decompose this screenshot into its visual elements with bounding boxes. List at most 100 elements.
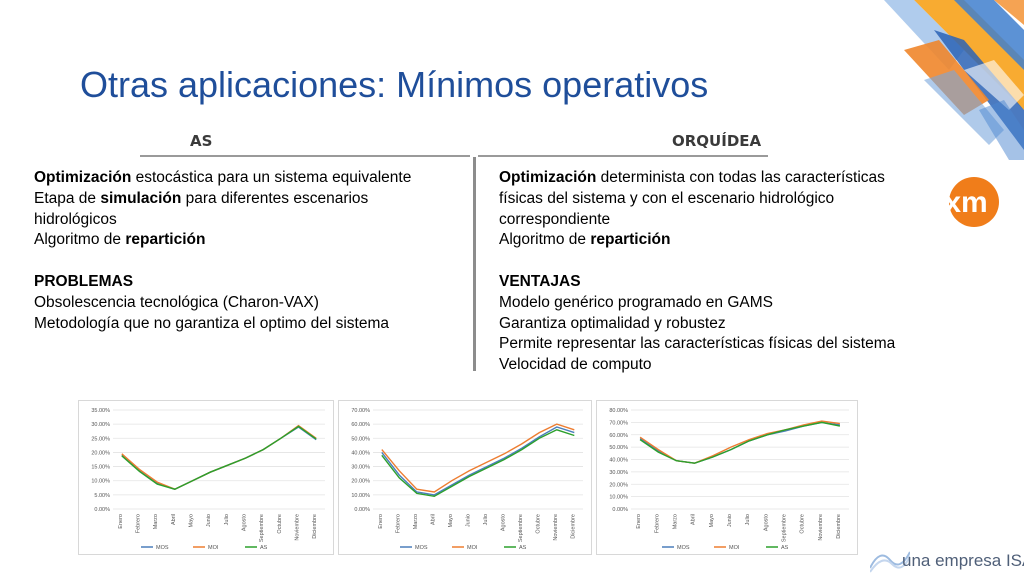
x-tick-label: Julio [745,514,751,525]
x-tick-label: Abril [691,514,697,525]
xm-logo: xm [944,177,999,227]
legend-label-mos: MOS [415,545,428,551]
x-tick-label: Febrero [395,514,401,533]
x-tick-label: Diciembre [312,514,318,539]
y-tick-label: 40.00% [609,458,628,464]
legend-label-moi: MOI [729,545,740,551]
y-tick-label: 25.00% [91,436,110,442]
list-item: Permite representar las características … [499,335,896,353]
series-line-mos [381,426,575,496]
x-tick-label: Junio [465,514,471,527]
list-item: Garantiza optimalidad y robustez [499,314,726,332]
series-line-as [121,425,317,490]
y-tick-label: 15.00% [91,465,110,471]
list-item: Modelo genérico programado en GAMS [499,293,773,311]
x-tick-label: Enero [118,514,124,529]
x-tick-label: Julio [483,514,489,525]
y-tick-label: 0.00% [354,507,370,513]
series-line-as [639,421,841,464]
x-tick-label: Diciembre [836,514,842,539]
section-title-ventajas: VENTAJAS [499,272,581,290]
y-tick-label: 30.00% [609,470,628,476]
column-divider [473,157,476,371]
y-tick-label: 0.00% [94,507,110,513]
text-line: hidrológicos [34,210,117,228]
decorative-corner-shapes [884,0,1024,160]
x-tick-label: Septiembre [259,514,265,542]
x-tick-label: Agosto [763,514,769,531]
legend-label-moi: MOI [208,545,219,551]
y-tick-label: 40.00% [351,450,370,456]
y-tick-label: 20.00% [609,482,628,488]
x-tick-label: Mayo [448,514,454,527]
text-line: Etapa de simulación para diferentes esce… [34,189,369,207]
x-tick-label: Enero [636,514,642,529]
text-line: Optimización determinista con todas las … [499,169,885,186]
y-tick-label: 70.00% [609,420,628,426]
footer-wave-graphic [870,551,910,573]
x-tick-label: Febrero [654,514,660,533]
y-tick-label: 60.00% [609,433,628,439]
chart-3: 0.00% 10.00% 20.00% 30.00% 40.00% 50.00% 60.00… [596,400,858,555]
y-tick-label: 10.00% [91,479,110,485]
x-tick-label: Junio [727,514,733,527]
x-tick-label: Abril [430,514,436,525]
text-line: Optimización estocástica para un sistema… [34,169,412,186]
svg-text:xm: xm [944,186,987,219]
column-header-orquidea: ORQUÍDEA [672,132,762,150]
y-tick-label: 20.00% [351,479,370,485]
x-tick-label: Noviembre [818,514,824,541]
x-tick-label: Julio [224,514,230,525]
text-line: Algoritmo de repartición [34,231,206,249]
x-tick-label: Noviembre [295,514,301,541]
legend-label-mos: MOS [156,545,169,551]
x-tick-label: Agosto [500,514,506,531]
chart-3-svg: 0.00% 10.00% 20.00% 30.00% 40.00% 50.00% 60.00… [609,408,849,551]
x-tick-label: Marzo [672,514,678,529]
x-tick-label: Abril [171,514,177,525]
list-item: Metodología que no garantiza el optimo d… [34,314,389,332]
x-tick-label: Marzo [153,514,159,529]
series-line-moi [639,420,840,464]
chart-2: 0.00% 10.00% 20.00% 30.00% 40.00% 50.00% 60.00… [338,400,592,555]
x-tick-label: Junio [206,514,212,527]
y-tick-label: 10.00% [351,493,370,499]
chart-2-svg: 0.00% 10.00% 20.00% 30.00% 40.00% 50.00% 60.00… [351,408,583,551]
y-tick-label: 5.00% [94,493,110,499]
y-tick-label: 0.00% [612,507,628,513]
y-tick-label: 35.00% [91,408,110,414]
x-tick-label: Agosto [242,514,248,531]
y-tick-label: 50.00% [609,445,628,451]
y-tick-label: 30.00% [91,422,110,428]
x-tick-label: Octubre [535,514,541,534]
x-tick-label: Noviembre [553,514,559,541]
x-tick-label: Septiembre [781,514,787,542]
text-line: físicas del sistema y con el escenario h… [499,189,835,207]
chart-1: 0.00% 5.00% 10.00% 15.00% 20.00% 25.00% 30.00%… [78,400,334,555]
y-tick-label: 10.00% [609,495,628,501]
footer-tagline: una empresa ISA [902,551,1024,570]
series-line-moi [381,423,575,493]
left-column-text: Optimización estocástica para un sistema… [34,168,469,334]
list-item: Velocidad de computo [499,356,652,374]
y-tick-label: 70.00% [351,408,370,414]
section-title-problemas: PROBLEMAS [34,272,134,290]
legend-label-as: AS [781,545,789,551]
header-underline-right [478,155,768,157]
x-tick-label: Mayo [189,514,195,527]
legend-label-mos: MOS [677,545,690,551]
right-column-text: Optimización determinista con todas las … [499,168,944,376]
legend-label-as: AS [519,545,527,551]
legend-label-moi: MOI [467,545,478,551]
y-tick-label: 50.00% [351,436,370,442]
slide-title: Otras aplicaciones: Mínimos operativos [80,64,709,105]
chart-1-svg: 0.00% 5.00% 10.00% 15.00% 20.00% 25.00% 30.00%… [91,408,325,551]
list-item: Obsolescencia tecnológica (Charon-VAX) [34,293,319,311]
y-tick-label: 30.00% [351,465,370,471]
legend-label-as: AS [260,545,268,551]
y-tick-label: 20.00% [91,450,110,456]
series-line-as [381,429,575,498]
x-tick-label: Octubre [800,514,806,534]
column-header-as: AS [190,132,213,150]
x-tick-label: Marzo [413,514,419,529]
